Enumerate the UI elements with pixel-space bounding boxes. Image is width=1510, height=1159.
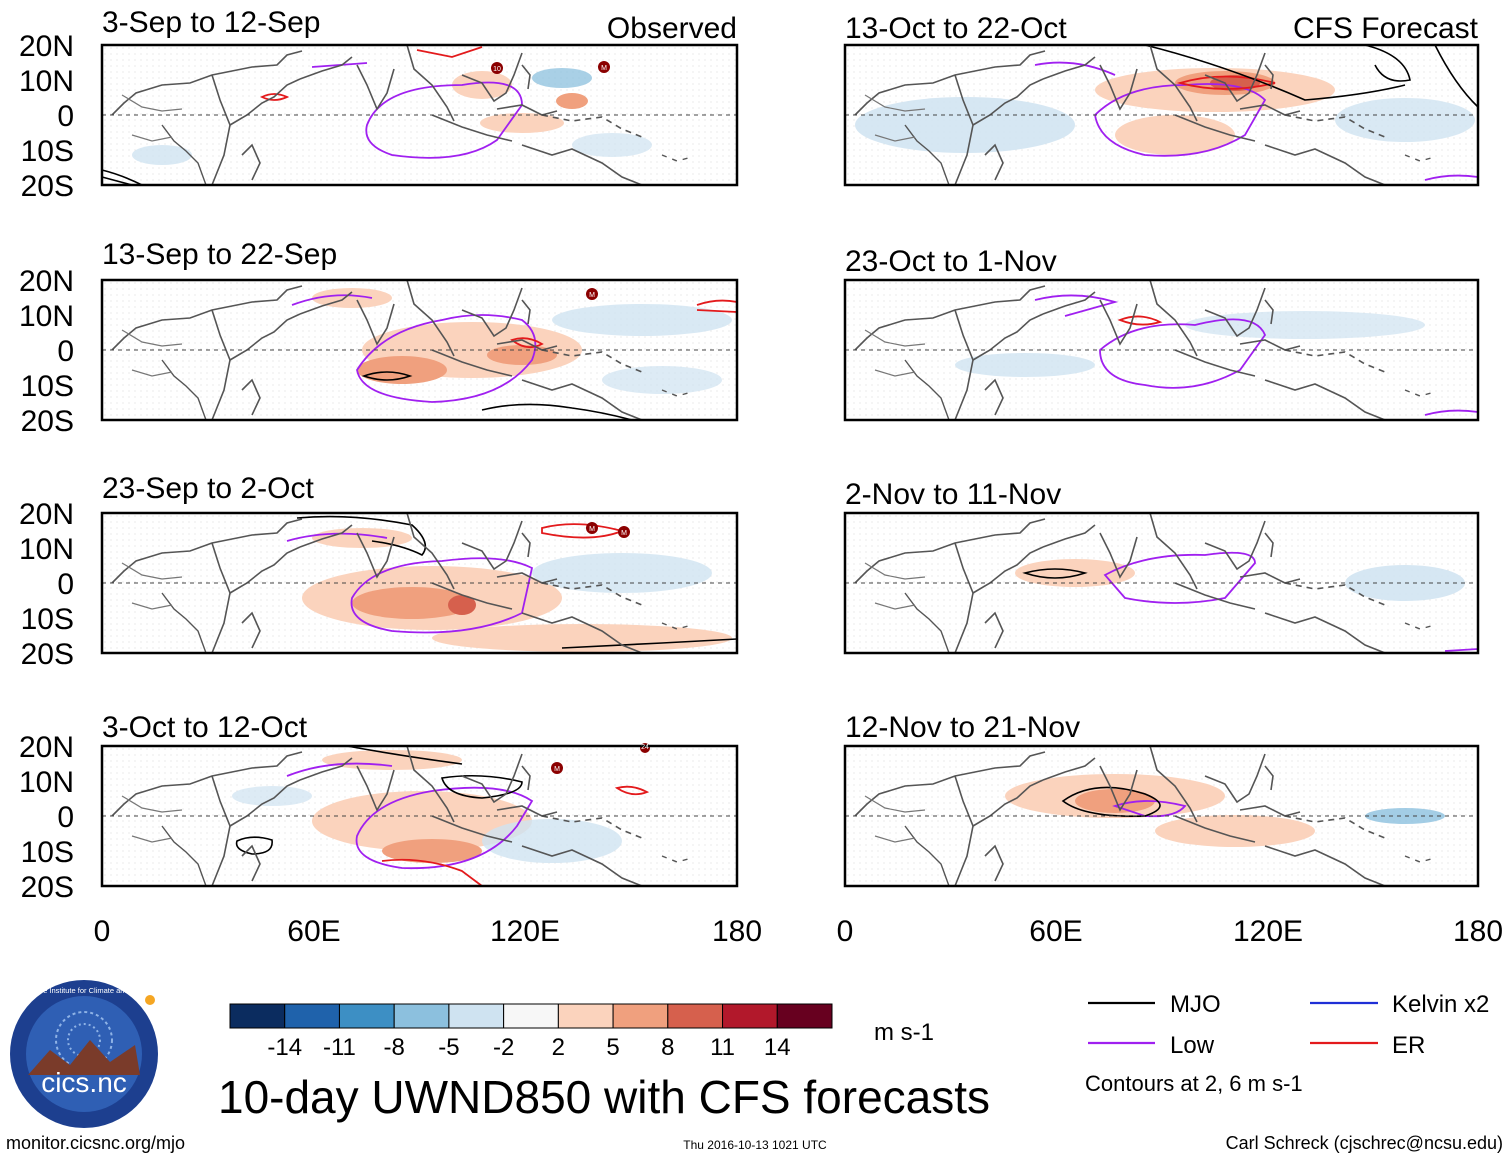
legend-low-label: Low xyxy=(1170,1032,1215,1059)
lat-tick: 0 xyxy=(57,100,74,133)
colorbar-tick: -5 xyxy=(438,1034,459,1061)
lat-tick: 20N xyxy=(19,498,74,531)
lat-tick: 20S xyxy=(21,638,74,671)
cyclone-marker-label: 24 xyxy=(641,744,649,751)
colorbar-swatch xyxy=(557,1003,614,1029)
logo-text: cics.nc xyxy=(41,1067,127,1098)
cyclone-marker-label: M xyxy=(621,530,627,537)
legend-note: Contours at 2, 6 m s-1 xyxy=(1085,1071,1303,1096)
colorbar-swatch xyxy=(393,1003,450,1029)
panel-forecast-2 xyxy=(843,278,1480,422)
colorbar-tick: 2 xyxy=(552,1034,565,1061)
lat-tick: 0 xyxy=(57,801,74,834)
colorbar-swatch xyxy=(448,1003,505,1029)
footer-credit: Carl Schreck (cjschrec@ncsu.edu) xyxy=(1226,1133,1503,1153)
lat-tick: 10S xyxy=(21,370,74,403)
panel-title-left-4: 3-Oct to 12-Oct xyxy=(102,711,308,744)
panel-title-left-2: 13-Sep to 22-Sep xyxy=(102,238,337,271)
colorbar: -14 -11 -8 -5 -2 2 5 8 11 14 xyxy=(229,1003,833,1061)
lon-tick: 180 xyxy=(1453,915,1503,948)
panel-observed-2 xyxy=(100,278,739,422)
cyclone-marker-label: M xyxy=(601,65,607,72)
lat-tick: 10N xyxy=(19,533,74,566)
legend-er-label: ER xyxy=(1392,1032,1425,1059)
cyclone-marker-label: 10 xyxy=(493,66,501,73)
cyclone-marker-label: M xyxy=(589,292,595,299)
colorbar-swatch xyxy=(612,1003,669,1029)
lon-tick: 180 xyxy=(712,915,762,948)
panel-forecast-3 xyxy=(843,511,1480,655)
lon-tick: 60E xyxy=(1029,915,1082,948)
panel-forecast-1 xyxy=(843,43,1480,187)
lat-axis: 20N 10N 0 10S 20S 20N 10N 0 10S 20S 20N … xyxy=(19,30,74,904)
panel-observed-1 xyxy=(100,43,739,187)
colorbar-tick: 11 xyxy=(710,1034,735,1061)
colorbar-tick: 5 xyxy=(606,1034,619,1061)
logo-ring-text: Cooperative Institute for Climate and Sa… xyxy=(7,986,161,995)
colorbar-swatch xyxy=(284,1003,340,1029)
observed-label: Observed xyxy=(607,12,737,45)
lat-tick: 20S xyxy=(21,170,74,203)
lat-tick: 10S xyxy=(21,836,74,869)
lat-tick: 10N xyxy=(19,766,74,799)
cyclone-marker-label: M xyxy=(589,526,595,533)
colorbar-swatch xyxy=(776,1003,833,1029)
panel-title-right-1: 13-Oct to 22-Oct xyxy=(845,12,1067,45)
panel-forecast-4 xyxy=(843,744,1480,888)
panel-observed-4 xyxy=(100,743,739,888)
panel-title-left-1: 3-Sep to 12-Sep xyxy=(102,6,320,39)
colorbar-tick: -8 xyxy=(384,1034,405,1061)
colorbar-swatch xyxy=(338,1003,395,1029)
lon-tick: 120E xyxy=(490,915,560,948)
lat-tick: 10N xyxy=(19,300,74,333)
panel-title-right-4: 12-Nov to 21-Nov xyxy=(845,711,1080,744)
colorbar-units: m s-1 xyxy=(874,1019,934,1046)
lat-tick: 20N xyxy=(19,265,74,298)
colorbar-tick: -14 xyxy=(267,1034,302,1061)
panel-title-right-3: 2-Nov to 11-Nov xyxy=(845,478,1061,511)
forecast-label: CFS Forecast xyxy=(1293,12,1479,45)
colorbar-swatch xyxy=(667,1003,724,1029)
panel-title-left-3: 23-Sep to 2-Oct xyxy=(102,472,314,505)
footer-url: monitor.cicsnc.org/mjo xyxy=(6,1133,185,1153)
legend: MJO Low Kelvin x2 ER Contours at 2, 6 m … xyxy=(1085,991,1489,1096)
panel-observed-3 xyxy=(100,511,739,655)
lat-tick: 20S xyxy=(21,405,74,438)
legend-kelvin-label: Kelvin x2 xyxy=(1392,991,1489,1018)
lat-tick: 10S xyxy=(21,135,74,168)
lat-tick: 10S xyxy=(21,603,74,636)
colorbar-tick: 8 xyxy=(661,1034,674,1061)
colorbar-swatch xyxy=(229,1003,286,1029)
lat-tick: 10N xyxy=(19,65,74,98)
lon-tick: 120E xyxy=(1233,915,1303,948)
lat-tick: 20N xyxy=(19,731,74,764)
colorbar-tick: 14 xyxy=(764,1034,791,1061)
cics-logo: cics.nc Cooperative Institute for Climat… xyxy=(7,980,161,1128)
lat-tick: 0 xyxy=(57,568,74,601)
lon-tick: 0 xyxy=(94,915,111,948)
lat-tick: 20N xyxy=(19,30,74,63)
lon-axis: 0 60E 120E 180 0 60E 120E 180 xyxy=(94,915,1503,948)
legend-mjo-label: MJO xyxy=(1170,991,1221,1018)
colorbar-swatch xyxy=(722,1003,778,1029)
footer-timestamp: Thu 2016-10-13 1021 UTC xyxy=(683,1138,827,1152)
colorbar-tick: -2 xyxy=(493,1034,514,1061)
lon-tick: 0 xyxy=(837,915,854,948)
cyclone-marker-label: M xyxy=(554,766,560,773)
lon-tick: 60E xyxy=(287,915,340,948)
colorbar-swatch xyxy=(503,1003,559,1029)
colorbar-tick: -11 xyxy=(323,1034,356,1061)
lat-tick: 20S xyxy=(21,871,74,904)
figure-title: 10-day UWND850 with CFS forecasts xyxy=(218,1071,990,1123)
panel-title-right-2: 23-Oct to 1-Nov xyxy=(845,245,1057,278)
lat-tick: 0 xyxy=(57,335,74,368)
